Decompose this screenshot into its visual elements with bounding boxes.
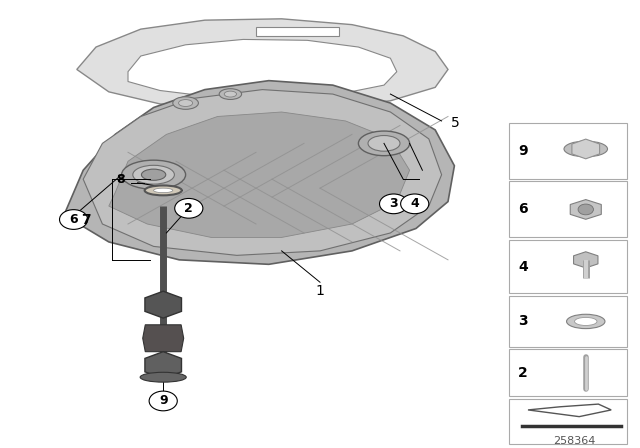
Polygon shape <box>145 352 182 379</box>
Polygon shape <box>64 81 454 264</box>
Text: 6: 6 <box>518 202 528 216</box>
Text: 2: 2 <box>184 202 193 215</box>
Bar <box>509 123 627 179</box>
Bar <box>509 240 627 293</box>
Polygon shape <box>83 90 442 255</box>
Circle shape <box>401 194 429 214</box>
Text: 3: 3 <box>518 314 528 328</box>
Circle shape <box>578 204 593 215</box>
Ellipse shape <box>179 99 193 107</box>
Ellipse shape <box>140 372 186 382</box>
Text: 1: 1 <box>316 284 324 298</box>
Text: 8: 8 <box>116 172 125 186</box>
Polygon shape <box>143 325 184 352</box>
Ellipse shape <box>575 317 597 325</box>
Text: 5: 5 <box>451 116 460 130</box>
Ellipse shape <box>145 185 182 195</box>
Polygon shape <box>145 291 182 318</box>
Text: 9: 9 <box>159 394 168 408</box>
Polygon shape <box>109 112 410 237</box>
Ellipse shape <box>219 89 241 99</box>
Polygon shape <box>572 139 600 159</box>
Ellipse shape <box>224 91 237 97</box>
Ellipse shape <box>564 141 607 157</box>
Ellipse shape <box>154 188 173 193</box>
Ellipse shape <box>566 314 605 329</box>
Bar <box>509 349 627 396</box>
Circle shape <box>175 198 203 218</box>
Text: 3: 3 <box>389 197 398 211</box>
Bar <box>509 181 627 237</box>
Circle shape <box>60 210 88 229</box>
Polygon shape <box>570 200 601 220</box>
Text: 4: 4 <box>518 259 528 274</box>
Bar <box>509 296 627 347</box>
Bar <box>509 399 627 444</box>
Polygon shape <box>256 27 339 36</box>
Ellipse shape <box>173 97 198 109</box>
Text: 258364: 258364 <box>553 436 595 446</box>
Ellipse shape <box>133 165 174 184</box>
Circle shape <box>380 194 408 214</box>
Text: 7: 7 <box>81 212 92 227</box>
Ellipse shape <box>122 160 186 190</box>
Text: 4: 4 <box>410 197 419 211</box>
Ellipse shape <box>368 135 400 151</box>
Text: 6: 6 <box>69 213 78 226</box>
Ellipse shape <box>141 169 166 181</box>
Polygon shape <box>77 19 448 110</box>
Polygon shape <box>128 39 397 98</box>
Polygon shape <box>573 252 598 268</box>
Text: 9: 9 <box>518 144 528 158</box>
Text: 2: 2 <box>518 366 528 380</box>
Circle shape <box>149 391 177 411</box>
Ellipse shape <box>358 131 410 155</box>
